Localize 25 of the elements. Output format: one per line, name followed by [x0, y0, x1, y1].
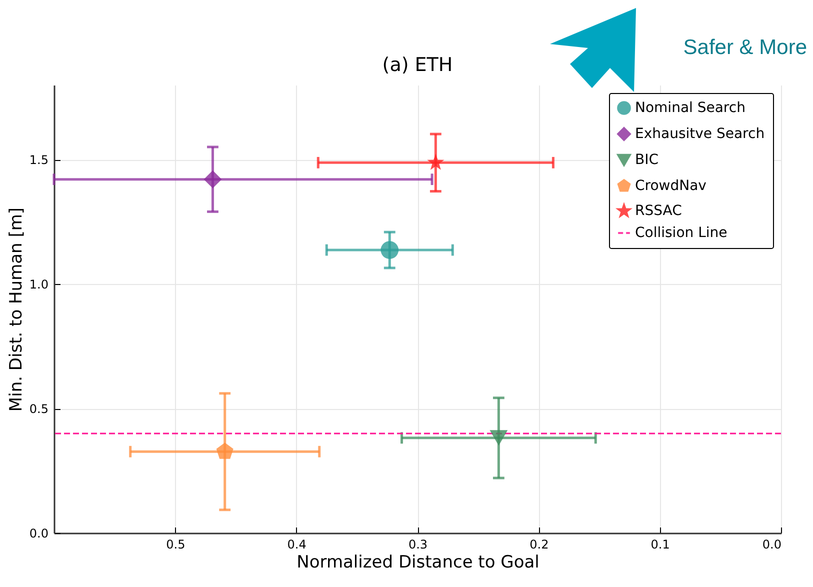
legend-label: Nominal Search	[635, 100, 746, 116]
point	[216, 442, 234, 459]
x-tick-label: 0.1	[650, 538, 670, 552]
text: Safer & More	[683, 36, 807, 60]
x-tick-label: 0.2	[530, 538, 549, 552]
x-tick-label: 0.4	[287, 538, 306, 552]
legend-label: CrowdNav	[635, 178, 706, 194]
chart-title: (a) ETH	[382, 54, 453, 76]
legend-label: Collision Line	[635, 225, 728, 241]
y-tick-label: 1.0	[29, 278, 48, 292]
legend-label: Exhausitve Search	[635, 126, 765, 142]
point	[427, 154, 444, 170]
y-axis-title: Min. Dist. to Human [m]	[6, 207, 26, 412]
y-tick-label: 0.5	[29, 402, 48, 416]
x-tick-label: 0.0	[762, 538, 782, 552]
y-tick-label: 1.5	[29, 153, 48, 168]
point	[204, 170, 222, 188]
point	[380, 241, 399, 259]
legend-label: RSSAC	[635, 203, 682, 219]
x-tick-label: 0.5	[166, 538, 186, 552]
point	[490, 430, 508, 446]
y-tick-label: 0.0	[29, 526, 48, 540]
x-tick-label: 0.3	[408, 538, 428, 552]
legend-label: BIC	[635, 152, 659, 168]
x-axis-title: Normalized Distance to Goal	[296, 552, 540, 572]
